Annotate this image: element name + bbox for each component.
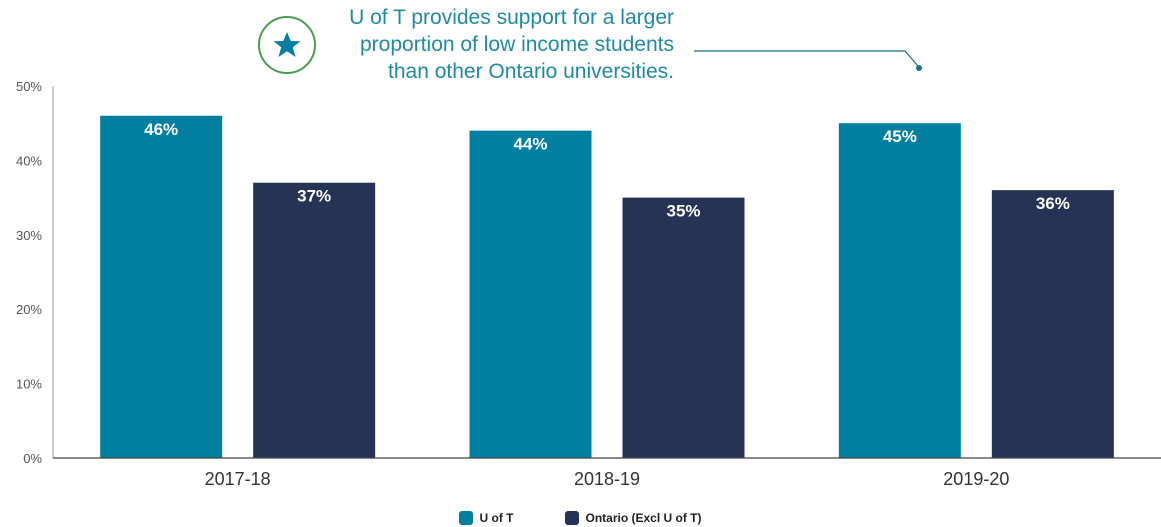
bar-value-label: 36% [1036, 194, 1070, 213]
y-tick-label: 20% [16, 302, 42, 317]
bar-value-label: 44% [513, 135, 547, 154]
bar-value-label: 35% [666, 202, 700, 221]
x-tick-label: 2019-20 [943, 469, 1009, 489]
callout-line-3: than other Ontario universities. [388, 60, 674, 83]
callout-line-2: proportion of low income students [359, 33, 674, 56]
bar [253, 182, 376, 458]
bars: 46% 37% 44% 35% 45% 36% [100, 115, 1114, 458]
y-tick-label: 40% [16, 153, 42, 168]
x-tick-label: 2017-18 [205, 469, 271, 489]
legend-swatch-uoft [459, 511, 474, 525]
legend-label-ontario: Ontario (Excl U of T) [585, 511, 702, 525]
legend-item-uoft: U of T [459, 511, 513, 525]
callout-leader-dot [916, 65, 922, 71]
x-tick-label: 2018-19 [574, 469, 640, 489]
callout-line-1: U of T provides support for a larger [349, 6, 674, 29]
bar [622, 197, 745, 458]
star-badge [258, 16, 316, 74]
callout-leader-line [694, 50, 919, 67]
bar [100, 115, 223, 458]
bar [469, 130, 592, 458]
callout-text: U of T provides support for a larger pro… [349, 4, 674, 85]
callout: U of T provides support for a larger pro… [258, 4, 698, 92]
bar [838, 123, 961, 458]
y-tick-label: 0% [23, 451, 42, 466]
bar-value-label: 46% [144, 120, 178, 139]
bar-value-label: 37% [297, 187, 331, 206]
y-tick-label: 30% [16, 228, 42, 243]
star-icon [273, 32, 301, 57]
legend-item-ontario: Ontario (Excl U of T) [565, 511, 702, 525]
legend: U of T Ontario (Excl U of T) [0, 509, 1161, 527]
legend-label-uoft: U of T [479, 511, 514, 525]
x-axis: 2017-18 2018-19 2019-20 [53, 457, 1161, 489]
y-tick-label: 50% [16, 79, 42, 94]
legend-swatch-ontario [565, 511, 580, 525]
bar [991, 190, 1114, 458]
bar-value-label: 45% [883, 127, 917, 146]
y-tick-label: 10% [16, 377, 42, 392]
y-axis: 0% 10% 20% 30% 40% 50% [16, 79, 54, 466]
